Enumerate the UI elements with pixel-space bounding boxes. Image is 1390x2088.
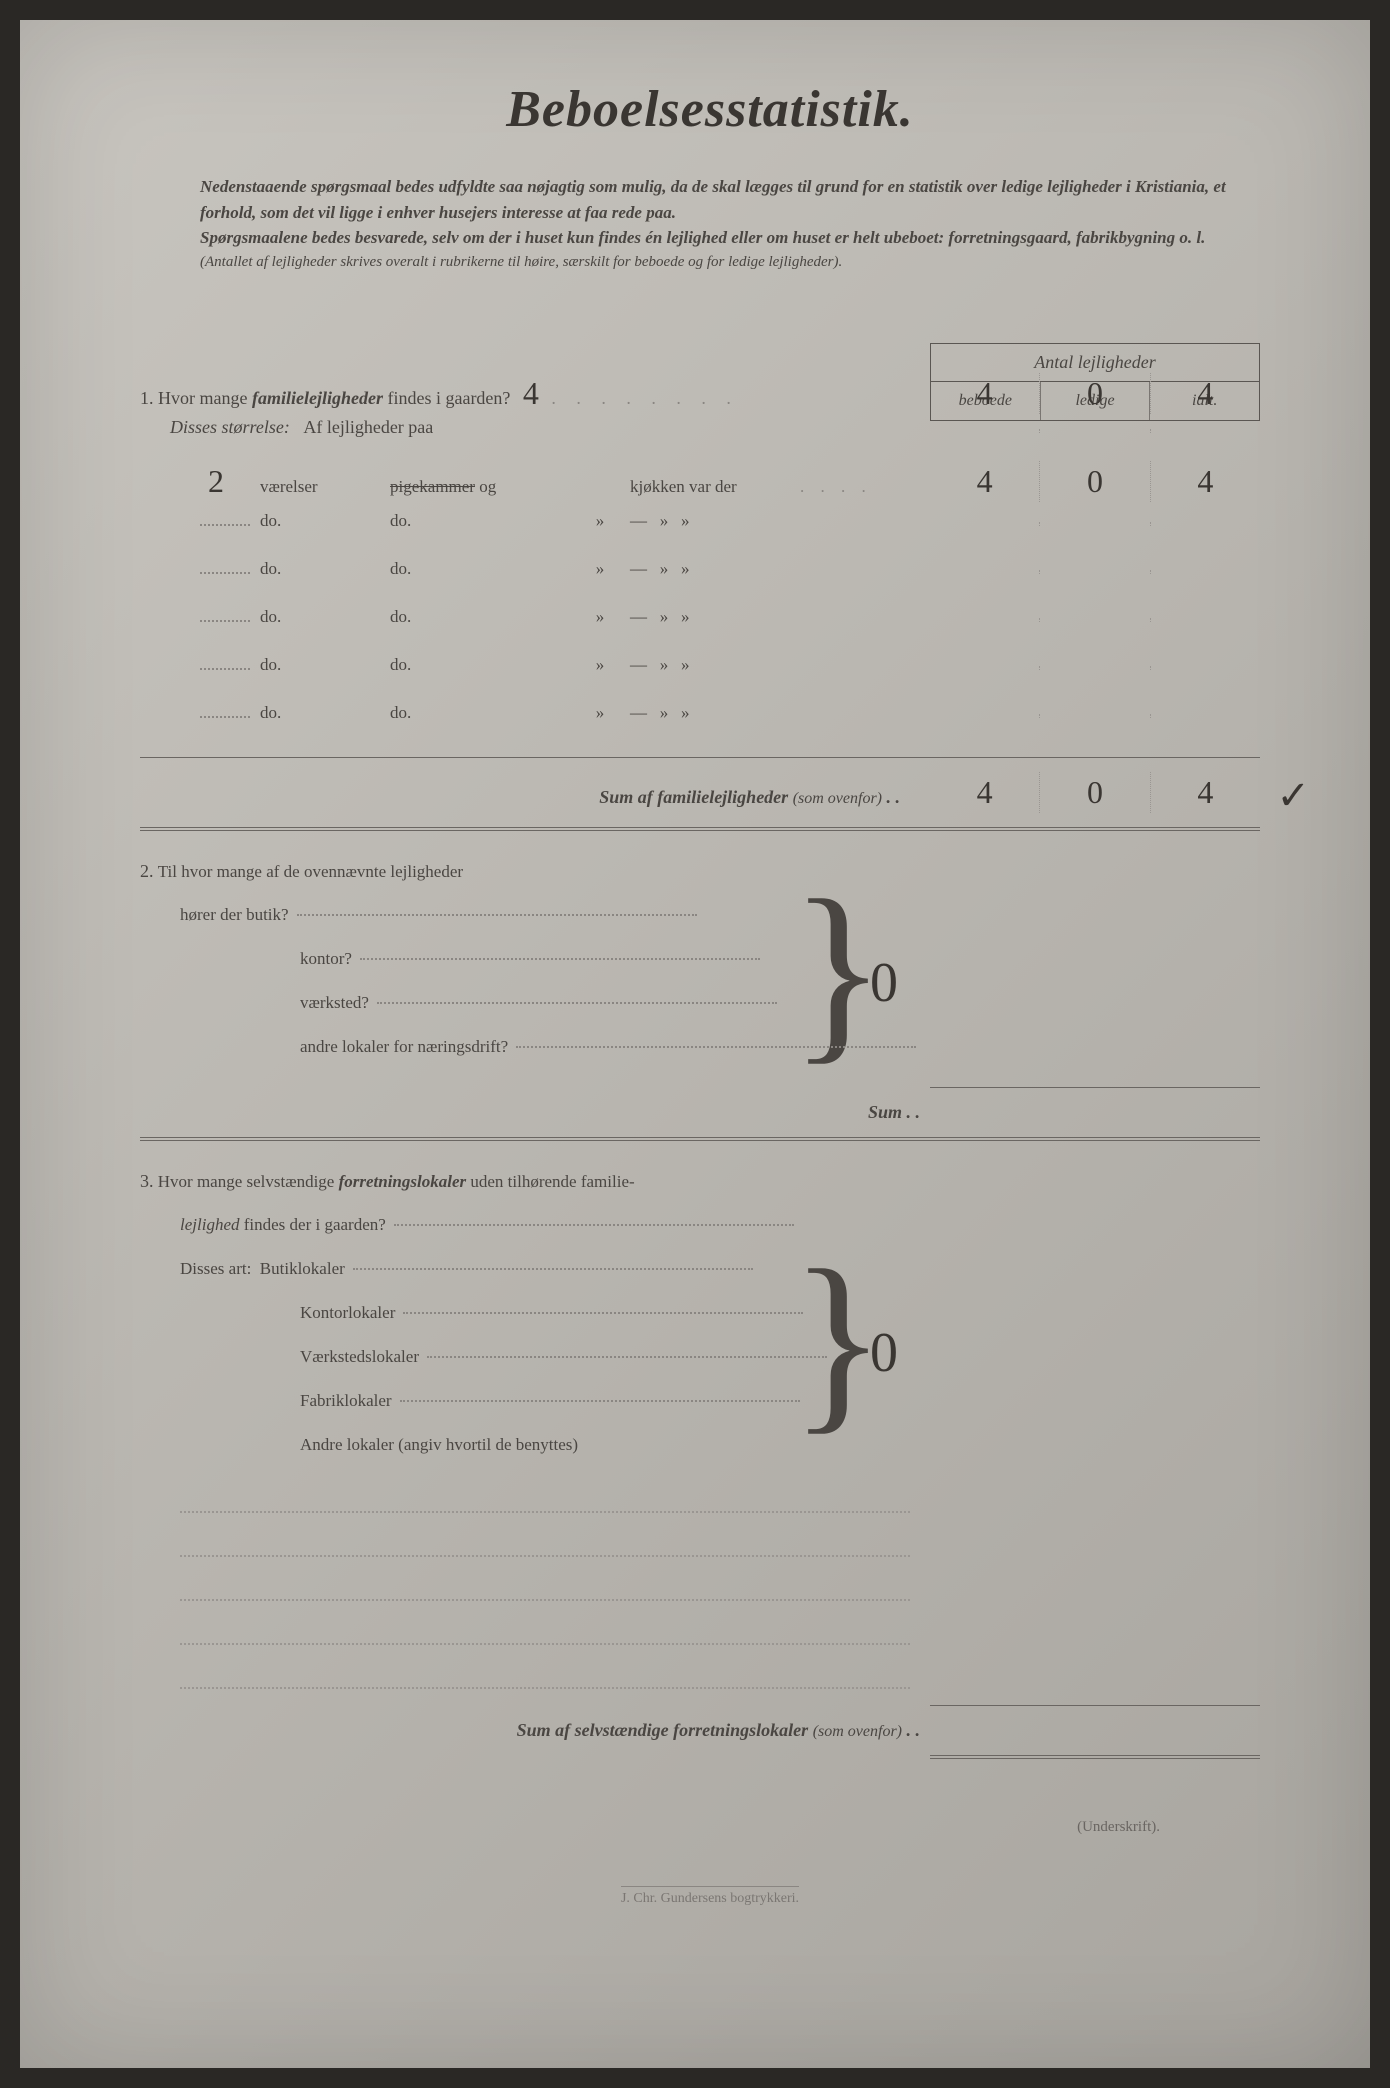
intro-p2: Spørgsmaalene bedes besvarede, selv om d… — [200, 228, 1205, 247]
q1-sum-ledige: 0 — [1040, 772, 1150, 813]
q2-sum: Sum — [868, 1102, 902, 1122]
q2-kontor: kontor? — [140, 949, 352, 969]
question-1: 1. Hvor mange familielejligheder findes … — [140, 373, 1280, 831]
q3-value: 0 — [870, 1321, 898, 1385]
q1-ledige: 0 — [1040, 373, 1150, 414]
q1-sum-beboede: 4 — [930, 772, 1040, 813]
q1-r1-ledige: 0 — [1040, 461, 1150, 502]
q3-sum-label: Sum af selvstændige forretningslokaler — [517, 1720, 809, 1740]
q1-text-c: findes i gaarden? — [383, 388, 510, 408]
q3-sum-note: (som ovenfor) — [813, 1723, 902, 1740]
intro-text: Nedenstaaende spørgsmaal bedes udfyldte … — [200, 174, 1250, 273]
checkmark-icon: ✓ — [1276, 772, 1310, 819]
question-2: } 0 2. Til hvor mange af de ovennævnte l… — [140, 861, 1280, 1141]
intro-p1: Nedenstaaende spørgsmaal bedes udfyldte … — [200, 177, 1226, 222]
q1-text-a: Hvor mange — [158, 388, 252, 408]
page-title: Beboelsesstatistik. — [140, 80, 1280, 139]
printer-credit: J. Chr. Gundersens bogtrykkeri. — [621, 1886, 799, 1907]
q1-sum-ialt: 4 — [1151, 772, 1260, 813]
q1-sum-note: (som ovenfor) — [793, 790, 882, 807]
document-page: Beboelsesstatistik. Nedenstaaende spørgs… — [20, 20, 1370, 2068]
q3-vaerksted: Værkstedslokaler — [140, 1347, 419, 1367]
signature-label: (Underskrift). — [140, 1819, 1160, 1836]
q2-butik: hører der butik? — [140, 905, 289, 925]
q1-r1-beboede: 4 — [930, 461, 1040, 502]
q2-vaerksted: værksted? — [140, 993, 369, 1013]
q1-sum-label: Sum af familielejligheder — [599, 787, 788, 807]
q2-text: Til hvor mange af de ovennævnte lejlighe… — [158, 862, 463, 882]
q1-disses: Disses størrelse: — [170, 417, 290, 437]
question-3: } 0 3. Hvor mange selvstændige forretnin… — [140, 1171, 1280, 1759]
q1-num: 1. — [140, 388, 154, 408]
q2-andre: andre lokaler for næringsdrift? — [140, 1037, 508, 1057]
q1-text-b: familielejligheder — [252, 388, 383, 408]
q3-fabrik: Fabriklokaler — [140, 1391, 392, 1411]
q1-rooms-hw: 2 — [200, 463, 232, 500]
q2-value: 0 — [870, 951, 898, 1015]
q1-vaerelser: værelser — [260, 477, 390, 497]
q1-r1-ialt: 4 — [1151, 461, 1260, 502]
table-area: Antal lejligheder beboede ledige ialt. 1… — [140, 373, 1280, 1759]
q1-pigekammer: pigekammer — [390, 477, 475, 496]
q1-beboede: 4 — [930, 373, 1040, 414]
q1-af: Af lejligheder paa — [303, 417, 433, 437]
q1-hw-total: 4 — [515, 375, 547, 412]
q3-andre: Andre lokaler (angiv hvortil de benyttes… — [140, 1435, 578, 1455]
intro-note: (Antallet af lejligheder skrives overalt… — [200, 251, 1250, 274]
q1-kjokken: kjøkken var der — [630, 477, 800, 497]
q3-kontor: Kontorlokaler — [140, 1303, 395, 1323]
q3-butik: Butiklokaler — [260, 1259, 345, 1278]
q1-ialt: 4 — [1151, 373, 1260, 414]
